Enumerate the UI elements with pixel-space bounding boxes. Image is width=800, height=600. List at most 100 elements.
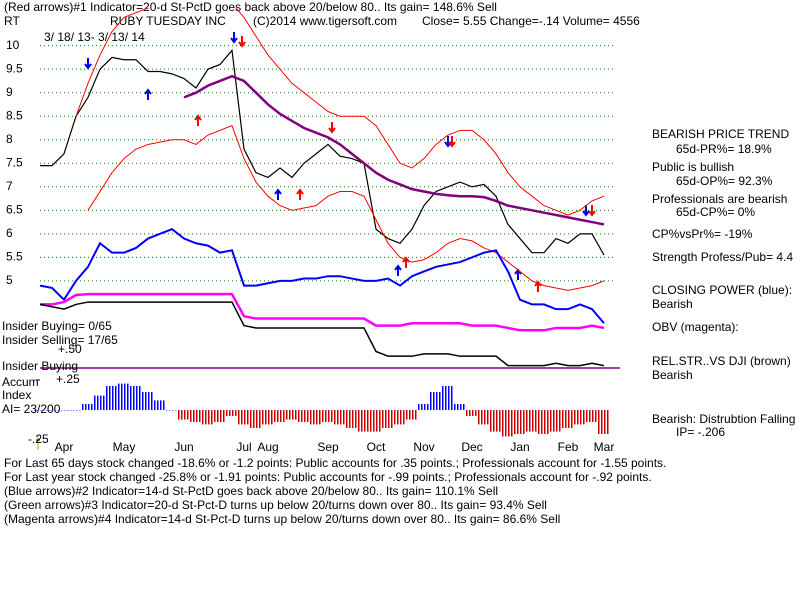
quote: Close= 5.55 Change=-.14 Volume= 4556 — [422, 14, 640, 28]
accum-bar — [67, 410, 69, 411]
accum-bar — [352, 410, 354, 428]
accum-bar — [316, 410, 318, 425]
y-tick-label: 7 — [6, 179, 13, 193]
accum-bar — [265, 410, 267, 425]
accum-bar — [148, 392, 150, 410]
accum-bar — [472, 410, 474, 416]
accum-bar — [424, 404, 426, 410]
accum-bar — [403, 410, 405, 425]
y-tick-label: 8.5 — [6, 108, 23, 122]
accum-bar — [553, 410, 555, 432]
accum-bar — [235, 410, 237, 416]
date-range: 3/ 18/ 13- 3/ 13/ 14 — [44, 30, 145, 44]
footer-text: (Green arrows)#3 Indicator=20-d St-Pct-D… — [4, 498, 547, 512]
accum-bar — [238, 410, 240, 425]
accum-bar — [508, 410, 510, 437]
accum-bar — [349, 410, 351, 428]
footer-text: For Last 65 days stock changed -18.6% or… — [4, 456, 666, 470]
accum-bar — [283, 410, 285, 422]
accum-bar — [340, 410, 342, 425]
accum-bar — [433, 392, 435, 410]
accum-bar — [373, 410, 375, 432]
accum-bar — [181, 410, 183, 420]
accum-bar — [193, 410, 195, 422]
y-tick-label: -.25 — [28, 432, 49, 446]
accum-bar — [520, 410, 522, 434]
y-tick-label: +.25 — [56, 372, 80, 386]
accum-bar — [367, 410, 369, 432]
right-panel-text: Bearish: Distrubtion Falling — [652, 412, 795, 426]
accum-bar — [106, 386, 108, 410]
accum-bar — [532, 410, 534, 432]
accum-bar — [199, 410, 201, 422]
accum-bar — [574, 410, 576, 425]
accum-bar — [70, 410, 72, 411]
accum-bar — [601, 410, 603, 434]
accum-bar — [580, 410, 582, 425]
accum-bar — [334, 410, 336, 425]
series-line — [87, 124, 605, 291]
copyright: (C)2014 www.tigersoft.com — [253, 14, 397, 28]
y-tick-label: 8 — [6, 132, 13, 146]
left-panel-text: AI= 23/200 — [2, 402, 61, 416]
accum-bar — [460, 404, 462, 410]
right-panel-text: Professionals are bearish — [652, 192, 787, 206]
accum-bar — [256, 410, 258, 428]
accum-bar — [397, 410, 399, 425]
accum-bar — [208, 410, 210, 425]
accum-bar — [469, 410, 471, 416]
accum-bar — [439, 392, 441, 410]
accum-bar — [412, 410, 414, 420]
accum-bar — [436, 392, 438, 410]
accum-bar — [490, 410, 492, 432]
accum-bar — [112, 386, 114, 410]
x-tick-label: Apr — [55, 440, 74, 454]
accum-bar — [226, 410, 228, 416]
accum-bar — [271, 410, 273, 425]
series-line — [40, 292, 605, 332]
right-panel-text: 65d-OP%= 92.3% — [676, 174, 773, 188]
accum-bar — [277, 410, 279, 422]
accum-bar — [505, 410, 507, 437]
accum-bar — [493, 410, 495, 432]
accum-bar — [79, 410, 81, 411]
accum-bar — [487, 410, 489, 425]
accum-bar — [160, 400, 162, 410]
accum-bar — [97, 395, 99, 410]
accum-bar — [34, 410, 36, 411]
accum-bar — [127, 383, 129, 410]
accum-bar — [274, 410, 276, 422]
accum-bar — [478, 410, 480, 425]
footer-text: (Blue arrows)#2 Indicator=14-d St-PctD g… — [4, 484, 498, 498]
right-panel-text: OBV (magenta): — [652, 320, 739, 334]
accum-bar — [292, 410, 294, 420]
accum-bar — [64, 410, 66, 411]
accum-bar — [58, 410, 60, 411]
series-line — [39, 301, 605, 367]
accum-bar — [358, 410, 360, 432]
accum-bar — [589, 410, 591, 422]
accum-bar — [253, 410, 255, 428]
accum-bar — [484, 410, 486, 425]
accum-bar — [49, 410, 51, 411]
accum-bar — [331, 410, 333, 422]
accum-bar — [223, 410, 225, 422]
accum-bar — [307, 410, 309, 422]
accum-bar — [136, 386, 138, 410]
accum-bar — [301, 410, 303, 422]
accum-bar — [550, 410, 552, 432]
accum-bar — [289, 410, 291, 420]
x-tick-label: Jan — [510, 440, 529, 454]
accum-bar — [544, 410, 546, 434]
accum-bar — [391, 410, 393, 428]
y-tick-label: 5 — [6, 273, 13, 287]
accum-bar — [577, 410, 579, 425]
x-tick-label: Dec — [461, 440, 482, 454]
accum-bar — [406, 410, 408, 420]
y-tick-label: 7.5 — [6, 155, 23, 169]
accum-bar — [370, 410, 372, 432]
series-line — [183, 74, 605, 226]
accum-bar — [154, 400, 156, 410]
accum-bar — [268, 410, 270, 425]
